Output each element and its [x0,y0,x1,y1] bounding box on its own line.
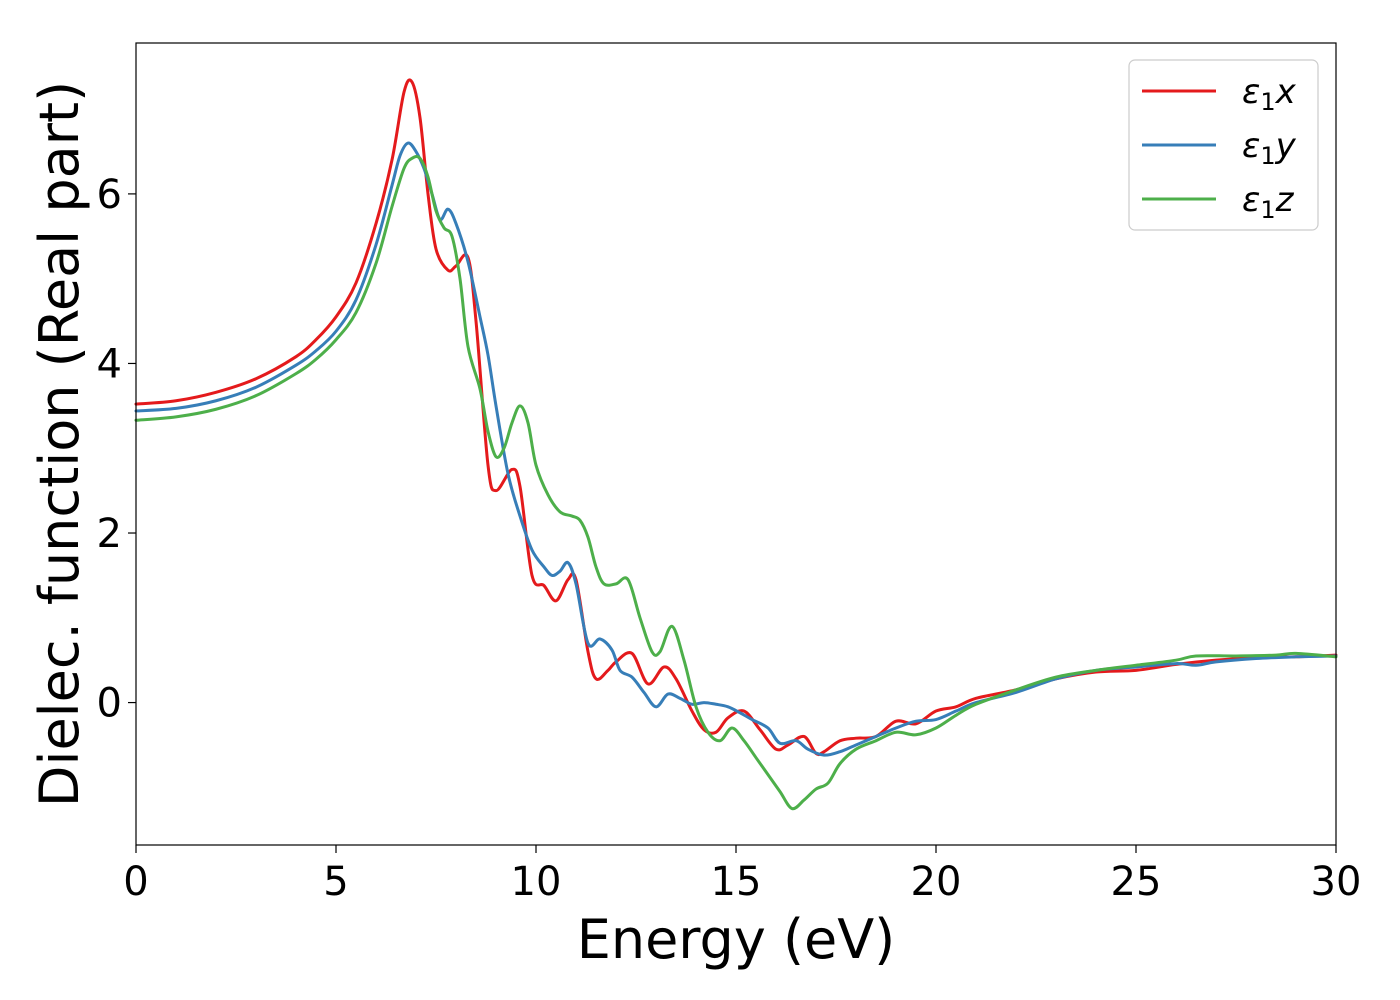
x-tick-label: 0 [123,859,148,905]
y-axis-label: Dielec. function (Real part) [28,81,91,807]
legend-label-z: ε1z [1242,180,1295,224]
x-tick-label: 15 [711,859,762,905]
y-axis: 0 2 4 6 [97,172,136,727]
x-tick-label: 25 [1111,859,1162,905]
legend: ε1x ε1y ε1z [1128,59,1319,231]
y-tick-label: 4 [97,341,122,387]
y-tick-label: 6 [97,172,122,218]
series-line-y [134,141,1338,757]
legend-label-y: ε1y [1242,126,1297,170]
y-tick-label: 0 [97,681,122,727]
x-tick-label: 10 [511,859,562,905]
legend-box [1128,59,1319,231]
x-axis: 0 5 10 15 20 25 30 [123,845,1361,905]
series-layer [134,78,1338,811]
x-axis-label: Energy (eV) [577,908,896,971]
legend-label-x: ε1x [1242,72,1297,116]
series-line-z [134,154,1338,811]
x-tick-label: 30 [1311,859,1362,905]
y-tick-label: 2 [97,511,122,557]
x-tick-label: 20 [911,859,962,905]
x-tick-label: 5 [323,859,348,905]
